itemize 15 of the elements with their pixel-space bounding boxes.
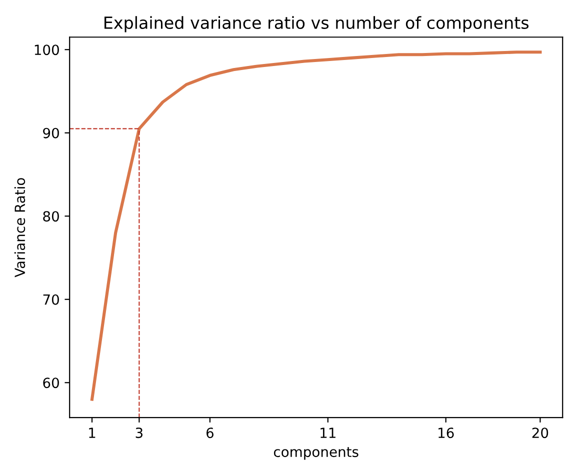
x-tick-label: 20 <box>532 428 548 438</box>
y-tick-label: 70 <box>43 294 59 305</box>
chart-title: Explained variance ratio vs number of components <box>104 16 529 32</box>
x-axis-title: components <box>274 447 358 460</box>
x-tick-label: 11 <box>320 428 336 438</box>
x-tick-label: 1 <box>89 428 96 438</box>
x-tick-label: 3 <box>136 428 142 438</box>
line-series <box>90 50 542 401</box>
y-tick-label: 90 <box>43 128 59 138</box>
x-tick-label: 6 <box>206 428 214 438</box>
x-tick-label: 16 <box>438 428 454 438</box>
y-axis-title: Variance Ratio <box>14 178 26 278</box>
y-tick-label: 60 <box>43 378 59 388</box>
y-tick-label: 80 <box>43 211 59 222</box>
y-tick-label: 100 <box>34 44 59 56</box>
